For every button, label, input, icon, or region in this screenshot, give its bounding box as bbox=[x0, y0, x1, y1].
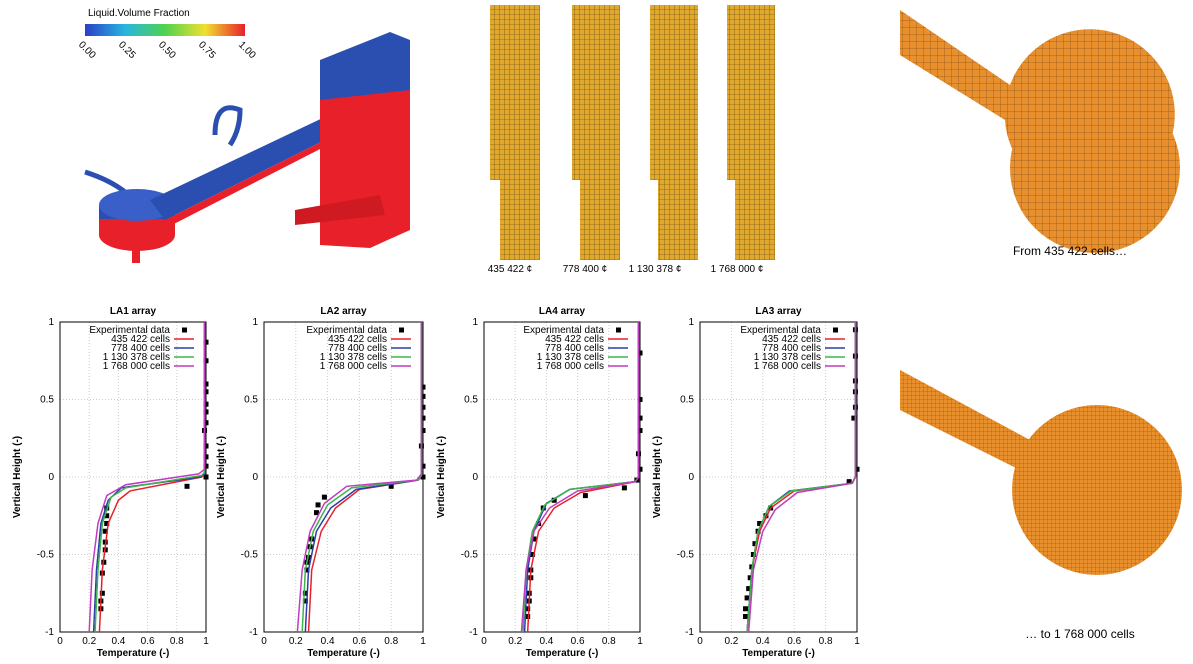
chart-title: LA1 array bbox=[110, 306, 157, 317]
data-point bbox=[322, 495, 327, 500]
y-tick-label: 0.5 bbox=[244, 395, 258, 406]
x-tick-label: 0.2 bbox=[724, 636, 738, 647]
colorbar-tick: 0.00 bbox=[76, 39, 98, 61]
colorbar bbox=[85, 24, 245, 36]
y-tick-label: -0.5 bbox=[461, 550, 479, 561]
figure: Liquid.Volume Fraction0.000.250.500.751.… bbox=[0, 0, 1193, 659]
y-tick-label: 1 bbox=[472, 317, 478, 328]
y-tick-label: -0.5 bbox=[677, 550, 695, 561]
mesh-label: 778 400 ¢ bbox=[563, 264, 608, 275]
x-tick-label: 0 bbox=[57, 636, 63, 647]
y-tick-label: 0 bbox=[48, 472, 54, 483]
x-tick-label: 0.4 bbox=[756, 636, 770, 647]
render-3d bbox=[85, 24, 410, 263]
data-point bbox=[185, 484, 190, 489]
chart-title: LA3 array bbox=[755, 306, 802, 317]
x-axis-label: Temperature (-) bbox=[526, 648, 599, 659]
x-tick-label: 0.4 bbox=[321, 636, 335, 647]
data-point bbox=[743, 614, 748, 619]
y-tick-label: 0 bbox=[472, 472, 478, 483]
legend-marker bbox=[833, 328, 838, 333]
y-tick-label: 1 bbox=[688, 317, 694, 328]
legend-marker bbox=[399, 328, 404, 333]
data-point bbox=[743, 606, 748, 611]
colorbar-tick: 0.25 bbox=[116, 39, 138, 61]
legend-marker bbox=[182, 328, 187, 333]
colorbar-title: Liquid.Volume Fraction bbox=[88, 8, 190, 19]
x-tick-label: 0 bbox=[697, 636, 703, 647]
y-tick-label: 0 bbox=[252, 472, 258, 483]
x-tick-label: 1 bbox=[203, 636, 209, 647]
y-tick-label: -1 bbox=[469, 627, 478, 638]
y-axis-label: Vertical Height (-) bbox=[216, 436, 227, 518]
x-axis-label: Temperature (-) bbox=[97, 648, 170, 659]
chart-title: LA4 array bbox=[539, 306, 586, 317]
x-tick-label: 0.8 bbox=[384, 636, 398, 647]
x-tick-label: 0.4 bbox=[539, 636, 553, 647]
x-tick-label: 1 bbox=[637, 636, 643, 647]
y-tick-label: -0.5 bbox=[241, 550, 259, 561]
x-tick-label: 0.6 bbox=[352, 636, 366, 647]
y-tick-label: -1 bbox=[685, 627, 694, 638]
y-tick-label: 1 bbox=[252, 317, 258, 328]
chart-title: LA2 array bbox=[320, 306, 367, 317]
data-point bbox=[622, 485, 627, 490]
x-tick-label: 0.2 bbox=[289, 636, 303, 647]
x-tick-label: 0.8 bbox=[819, 636, 833, 647]
y-axis-label: Vertical Height (-) bbox=[12, 436, 23, 518]
mesh-label: 1 130 378 ¢ bbox=[629, 264, 682, 275]
x-tick-label: 1 bbox=[420, 636, 426, 647]
colorbar-tick: 1.00 bbox=[236, 39, 258, 61]
y-tick-label: 0 bbox=[688, 472, 694, 483]
y-tick-label: -1 bbox=[249, 627, 258, 638]
y-tick-label: 0.5 bbox=[464, 395, 478, 406]
x-axis-label: Temperature (-) bbox=[742, 648, 815, 659]
x-tick-label: 0.6 bbox=[787, 636, 801, 647]
y-tick-label: 1 bbox=[48, 317, 54, 328]
y-tick-label: 0.5 bbox=[680, 395, 694, 406]
y-tick-label: 0.5 bbox=[40, 395, 54, 406]
x-tick-label: 0.6 bbox=[141, 636, 155, 647]
y-tick-label: -1 bbox=[45, 627, 54, 638]
x-tick-label: 0.2 bbox=[82, 636, 96, 647]
legend-label: 1 768 000 cells bbox=[320, 361, 387, 372]
x-tick-label: 0.6 bbox=[571, 636, 585, 647]
caption: From 435 422 cells… bbox=[1013, 244, 1127, 258]
legend-marker bbox=[616, 328, 621, 333]
mesh-label: 1 768 000 ¢ bbox=[711, 264, 764, 275]
y-axis-label: Vertical Height (-) bbox=[652, 436, 663, 518]
x-tick-label: 0.8 bbox=[170, 636, 184, 647]
caption: … to 1 768 000 cells bbox=[1025, 627, 1134, 641]
x-tick-label: 0 bbox=[261, 636, 267, 647]
x-tick-label: 0.4 bbox=[111, 636, 125, 647]
y-axis-label: Vertical Height (-) bbox=[436, 436, 447, 518]
x-tick-label: 0 bbox=[481, 636, 487, 647]
legend-label: 1 768 000 cells bbox=[103, 361, 170, 372]
legend-label: 1 768 000 cells bbox=[537, 361, 604, 372]
mesh-label: 435 422 ¢ bbox=[488, 264, 533, 275]
legend-label: 1 768 000 cells bbox=[754, 361, 821, 372]
x-tick-label: 0.8 bbox=[602, 636, 616, 647]
x-tick-label: 1 bbox=[854, 636, 860, 647]
data-point bbox=[316, 502, 321, 507]
colorbar-tick: 0.50 bbox=[156, 39, 178, 61]
y-tick-label: -0.5 bbox=[37, 550, 55, 561]
x-axis-label: Temperature (-) bbox=[307, 648, 380, 659]
colorbar-tick: 0.75 bbox=[196, 39, 218, 61]
x-tick-label: 0.2 bbox=[508, 636, 522, 647]
data-point bbox=[583, 493, 588, 498]
